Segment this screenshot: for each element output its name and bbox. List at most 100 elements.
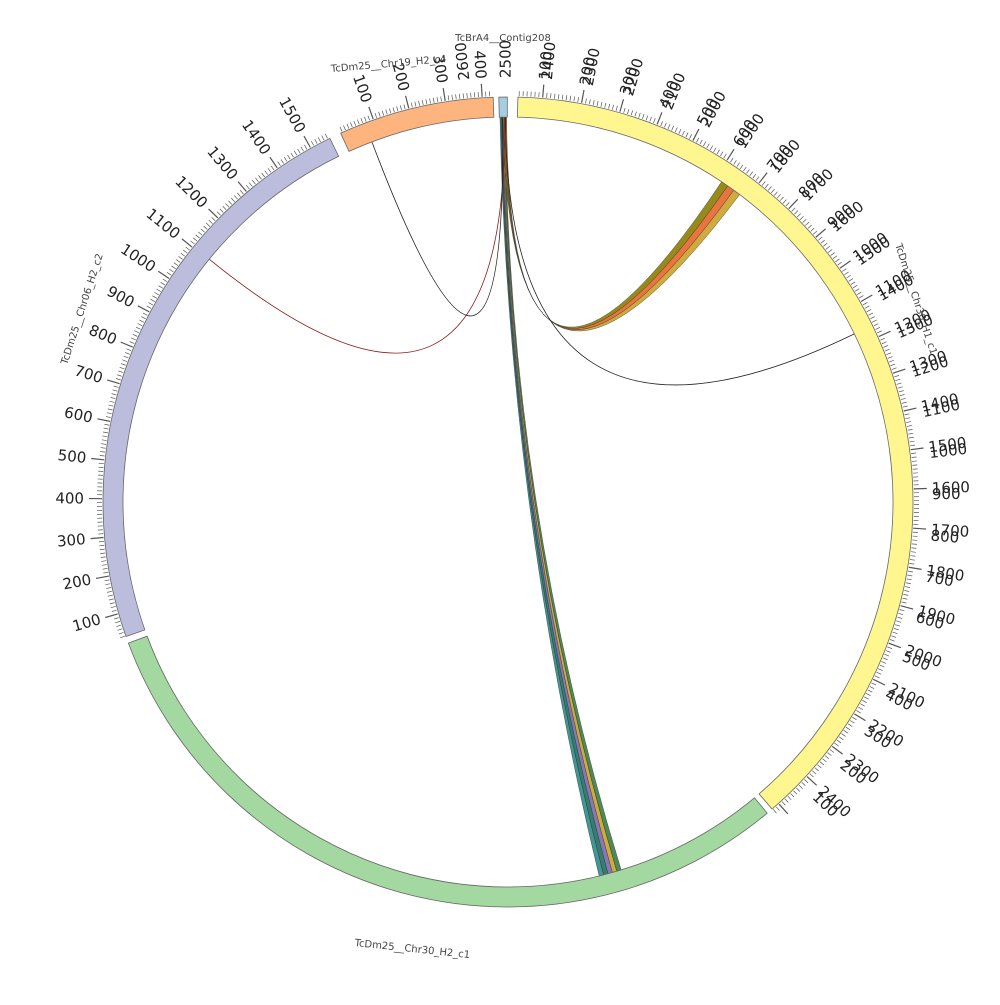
minor-tick: [800, 216, 804, 219]
chromosome-label-chr06: TcDm25__Chr06_H2_c2: [59, 252, 106, 367]
minor-tick: [186, 247, 190, 250]
minor-tick: [847, 275, 851, 278]
chromosome-label-chr30h2: TcDm25__Chr30_H2_c1: [353, 938, 470, 961]
tick-label: 100: [70, 610, 102, 635]
minor-tick: [899, 391, 904, 392]
tick-label: 500: [57, 446, 87, 467]
minor-tick: [121, 364, 126, 366]
minor-tick: [201, 229, 205, 232]
minor-tick: [909, 563, 914, 564]
minor-tick: [212, 217, 216, 220]
minor-tick: [874, 324, 879, 326]
minor-tick: [459, 94, 460, 99]
minor-tick: [884, 654, 889, 656]
minor-tick: [672, 126, 674, 131]
minor-tick: [782, 802, 785, 806]
minor-tick: [169, 269, 173, 272]
tick-label: 600: [63, 403, 95, 426]
minor-tick: [908, 433, 913, 434]
tick-label: 2500: [496, 40, 514, 78]
tick-label: 1100: [143, 205, 184, 243]
minor-tick: [910, 445, 915, 446]
minor-tick: [120, 636, 125, 638]
minor-tick: [112, 394, 117, 395]
minor-tick: [112, 610, 117, 611]
major-tick: [238, 182, 246, 192]
minor-tick: [661, 121, 663, 126]
major-tick: [91, 458, 104, 459]
minor-tick: [102, 440, 107, 441]
major-tick: [816, 229, 826, 237]
tick-label: 1000: [117, 240, 159, 276]
minor-tick: [664, 123, 666, 128]
tick-label: 1400: [238, 117, 275, 159]
minor-tick: [291, 153, 294, 157]
minor-tick: [858, 707, 862, 710]
minor-tick: [578, 97, 579, 102]
minor-tick: [857, 292, 861, 295]
minor-tick: [298, 149, 301, 153]
minor-tick: [102, 565, 107, 566]
minor-tick: [375, 113, 377, 118]
minor-tick: [871, 683, 875, 685]
minor-tick: [838, 262, 842, 265]
link-tcbra4-chr06: [209, 117, 504, 353]
minor-tick: [311, 141, 313, 145]
minor-tick: [818, 765, 822, 768]
major-tick: [789, 199, 798, 208]
ideogram-chr30h2: [128, 636, 767, 907]
minor-tick: [870, 317, 874, 319]
minor-tick: [115, 621, 120, 622]
minor-tick: [895, 625, 900, 627]
minor-tick: [422, 100, 423, 105]
minor-tick: [892, 368, 897, 370]
minor-tick: [386, 110, 387, 115]
major-tick: [904, 408, 917, 411]
minor-tick: [262, 173, 265, 177]
minor-tick: [426, 99, 427, 104]
minor-tick: [141, 317, 145, 319]
minor-tick: [902, 598, 907, 599]
ribbon-tcbra4-chr30h2: [504, 117, 621, 871]
minor-tick: [117, 375, 122, 377]
minor-tick: [639, 113, 641, 118]
minor-tick: [138, 324, 143, 326]
minor-tick: [597, 101, 598, 106]
minor-tick: [910, 441, 915, 442]
minor-tick: [867, 309, 871, 311]
minor-tick: [653, 118, 655, 123]
minor-tick: [100, 452, 105, 453]
minor-tick: [343, 125, 345, 130]
minor-tick: [682, 131, 684, 136]
minor-tick: [139, 320, 143, 322]
minor-tick: [768, 187, 771, 191]
minor-tick: [110, 603, 115, 604]
minor-tick: [835, 259, 839, 262]
minor-tick: [783, 200, 786, 204]
major-tick: [543, 85, 544, 98]
minor-tick: [890, 364, 895, 366]
minor-tick: [389, 108, 390, 113]
minor-tick: [865, 306, 869, 308]
minor-tick: [837, 740, 841, 743]
minor-tick: [118, 629, 123, 631]
minor-tick: [325, 134, 327, 138]
minor-tick: [131, 338, 136, 340]
minor-tick: [862, 700, 866, 702]
major-tick: [657, 112, 662, 124]
link-tcbra4-chr19: [372, 117, 503, 316]
minor-tick: [898, 613, 903, 614]
minor-tick: [714, 148, 717, 152]
minor-tick: [734, 160, 737, 164]
minor-tick: [143, 313, 147, 315]
tick-label: 2200: [619, 56, 647, 98]
minor-tick: [134, 331, 139, 333]
ribbon-tcbra4-chr30h2: [503, 117, 617, 873]
minor-tick: [315, 139, 317, 143]
minor-tick: [856, 710, 860, 713]
minor-tick: [864, 697, 868, 699]
minor-tick: [646, 116, 648, 121]
minor-tick: [368, 116, 370, 121]
